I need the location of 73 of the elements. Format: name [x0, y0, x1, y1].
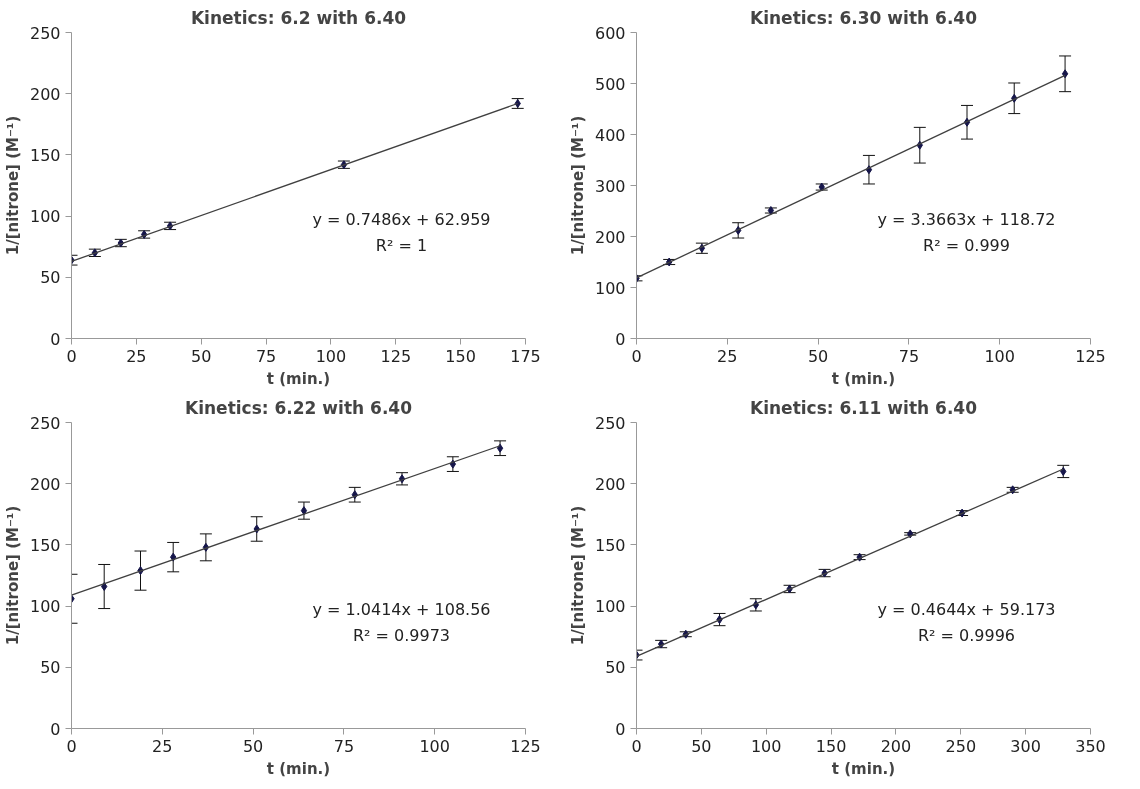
x-tick-label: 150: [815, 736, 847, 756]
y-axis-title: 1/[nitrone] (M⁻¹): [3, 115, 22, 256]
annotation: y = 0.4644x + 59.173: [877, 599, 1056, 619]
x-tick-label: 75: [255, 346, 277, 366]
chart-title: Kinetics: 6.11 with 6.40: [750, 397, 978, 418]
y-axis-title: 1/[nitrone] (M⁻¹): [3, 505, 22, 646]
x-tick-label: 100: [419, 736, 450, 756]
x-axis-title: t (min.): [831, 759, 896, 778]
x-tick-label: 250: [945, 736, 977, 756]
x-tick-label: 0: [66, 736, 77, 756]
x-tick-label: 125: [1075, 346, 1106, 366]
y-tick-label: 150: [594, 535, 626, 555]
x-axis-title: t (min.): [266, 369, 331, 388]
y-tick-label: 100: [29, 207, 61, 227]
y-tick-label: 400: [594, 125, 626, 145]
x-tick-label: 200: [880, 736, 912, 756]
y-tick-label: 200: [29, 84, 61, 104]
x-tick-label: 50: [691, 736, 712, 756]
y-axis-title: 1/[nitrone] (M⁻¹): [568, 505, 587, 646]
y-tick-label: 150: [29, 535, 61, 555]
y-tick-label: 200: [594, 474, 626, 494]
y-tick-label: 0: [50, 329, 61, 349]
x-tick-label: 100: [750, 736, 782, 756]
y-tick-label: 0: [615, 329, 626, 349]
annotation: R² = 1: [375, 235, 428, 255]
y-tick-label: 0: [615, 719, 626, 739]
annotation: R² = 0.9973: [352, 625, 451, 645]
y-tick-label: 500: [594, 74, 626, 94]
x-tick-label: 25: [152, 736, 173, 756]
annotation: y = 1.0414x + 108.56: [312, 599, 491, 619]
x-tick-label: 350: [1075, 736, 1106, 756]
x-tick-label: 175: [510, 346, 541, 366]
annotation: R² = 0.999: [923, 235, 1010, 255]
annotation: y = 3.3663x + 118.72: [877, 209, 1056, 229]
chart-title: Kinetics: 6.2 with 6.40: [190, 7, 407, 28]
y-axis-title: 1/[nitrone] (M⁻¹): [568, 115, 587, 256]
y-tick-label: 100: [594, 278, 626, 298]
annotation: R² = 0.9996: [917, 625, 1016, 645]
y-tick-label: 200: [29, 474, 61, 494]
y-tick-label: 100: [29, 597, 61, 617]
x-tick-label: 300: [1010, 736, 1041, 756]
y-tick-label: 150: [29, 145, 61, 165]
x-tick-label: 25: [717, 346, 738, 366]
chart-title: Kinetics: 6.30 with 6.40: [750, 7, 978, 28]
x-axis-title: t (min.): [831, 369, 896, 388]
x-tick-label: 50: [242, 736, 264, 756]
x-tick-label: 75: [898, 346, 920, 366]
y-tick-label: 300: [594, 176, 626, 196]
y-tick-label: 250: [29, 23, 61, 43]
y-tick-label: 50: [40, 268, 61, 288]
x-tick-label: 0: [631, 736, 642, 756]
y-tick-label: 200: [594, 227, 626, 247]
y-tick-label: 50: [605, 658, 626, 678]
x-tick-label: 150: [445, 346, 476, 366]
y-tick-label: 100: [594, 597, 626, 617]
x-tick-label: 25: [126, 346, 147, 366]
x-tick-label: 125: [380, 346, 412, 366]
x-tick-label: 50: [191, 346, 212, 366]
x-tick-label: 100: [315, 346, 347, 366]
chart-title: Kinetics: 6.22 with 6.40: [185, 397, 413, 418]
x-tick-label: 100: [984, 346, 1015, 366]
annotation: y = 0.7486x + 62.959: [312, 209, 491, 229]
y-tick-label: 250: [594, 413, 626, 433]
x-tick-label: 0: [631, 346, 642, 366]
y-tick-label: 600: [594, 23, 626, 43]
y-tick-label: 50: [40, 658, 61, 678]
y-tick-label: 250: [29, 413, 61, 433]
x-tick-label: 75: [333, 736, 355, 756]
x-tick-label: 50: [807, 346, 829, 366]
x-tick-label: 125: [510, 736, 541, 756]
y-tick-label: 0: [50, 719, 61, 739]
x-tick-label: 0: [66, 346, 77, 366]
x-axis-title: t (min.): [266, 759, 331, 778]
